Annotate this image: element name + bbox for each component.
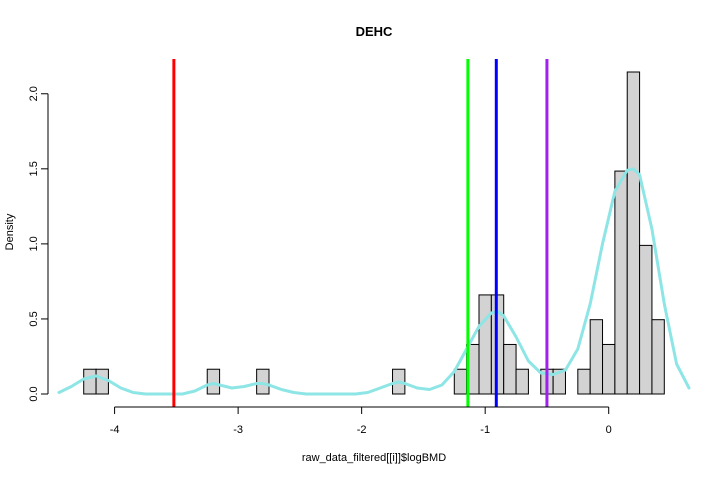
histogram-bar-15 — [602, 343, 616, 395]
y-axis: 0.0 0.5 1.0 1.5 2.0 — [28, 86, 49, 402]
histogram-bar-2 — [206, 368, 221, 395]
histogram-bar-18 — [639, 244, 653, 395]
histogram-bar-7 — [478, 294, 492, 395]
histogram-bar-5 — [453, 368, 468, 395]
histogram-bar-12 — [552, 368, 566, 395]
histogram-bar-16 — [614, 170, 628, 395]
x-tick-label-4: 0 — [606, 424, 612, 436]
x-tick-label-1: -3 — [233, 424, 243, 436]
histogram-bar-9 — [503, 343, 517, 395]
x-axis: -4 -3 -2 -1 0 — [110, 406, 612, 436]
y-tick-label-2: 1.0 — [28, 236, 40, 251]
x-axis-label: raw_data_filtered[[i]]$logBMD — [302, 452, 446, 464]
histogram-bar-1 — [95, 368, 109, 395]
reference-lines — [172, 59, 549, 407]
histogram-bar-10 — [515, 368, 529, 395]
y-tick-label-1: 0.5 — [28, 311, 40, 326]
histogram-bar-0 — [83, 368, 97, 395]
histogram-bar-17 — [626, 71, 641, 395]
histogram-bar-3 — [256, 368, 270, 395]
y-tick-label-3: 1.5 — [28, 161, 40, 176]
histogram-bar-13 — [577, 368, 591, 395]
chart-title: DEHC — [356, 24, 393, 39]
histogram-bars — [83, 71, 665, 395]
histogram-bar-14 — [589, 319, 604, 395]
x-tick-label-3: -1 — [480, 424, 490, 436]
x-tick-label-0: -4 — [110, 424, 120, 436]
y-axis-label: Density — [4, 213, 16, 250]
y-tick-label-4: 2.0 — [28, 86, 40, 101]
x-tick-label-2: -2 — [357, 424, 367, 436]
y-tick-label-0: 0.0 — [28, 386, 40, 401]
histogram-bar-19 — [651, 319, 665, 395]
